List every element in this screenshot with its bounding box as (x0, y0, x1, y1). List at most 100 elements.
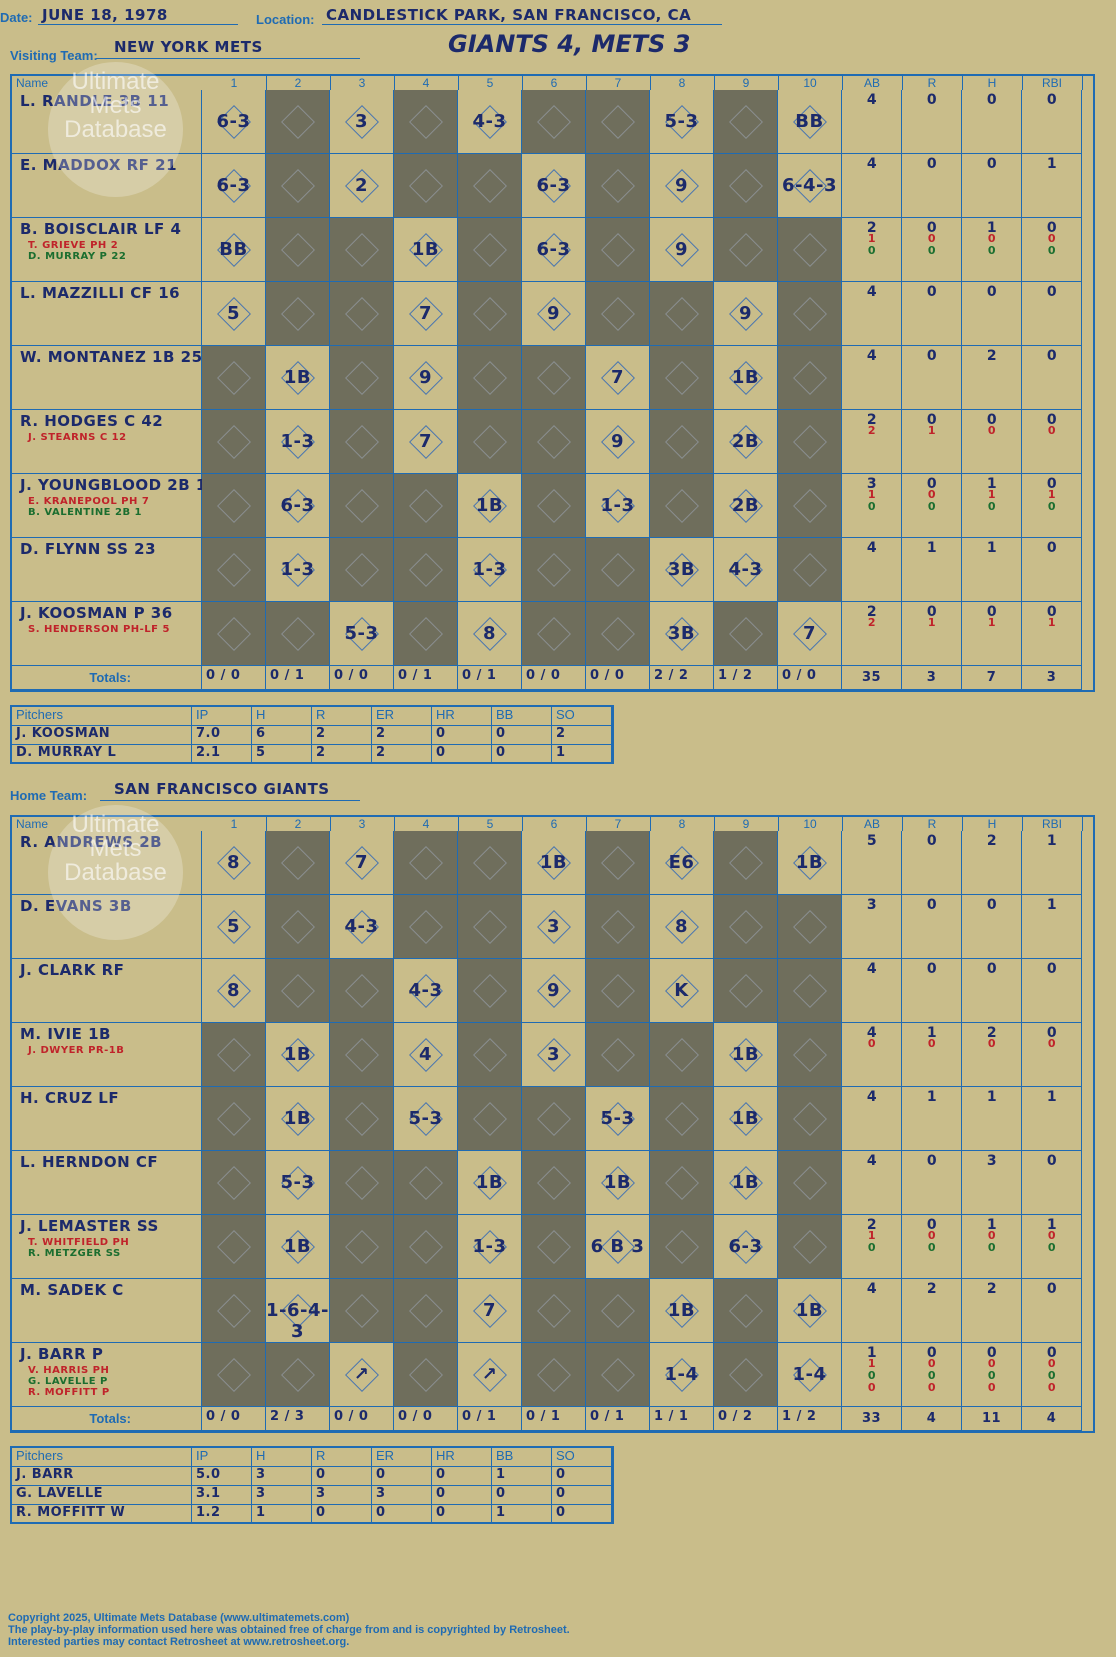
pitcher-col-header: HR (432, 1448, 492, 1467)
game-location: CANDLESTICK PARK, SAN FRANCISCO, CA (326, 6, 692, 24)
home-col-rbi: RBI (1022, 817, 1083, 831)
player-name: J. CLARK RF (20, 961, 125, 979)
visiting-atbat-cell (330, 474, 394, 538)
visiting-stat-cell (1022, 90, 1082, 154)
basepath-diamond (408, 488, 443, 523)
play-result: 6-3 (728, 1235, 763, 1257)
home-atbat-cell: 1-4 (778, 1343, 842, 1407)
play-result: 1B (731, 366, 760, 388)
home-atbat-cell (266, 895, 330, 959)
basepath-diamond (664, 424, 699, 459)
home-stat-cell (842, 1343, 902, 1407)
play-result: 1B (475, 1171, 504, 1193)
play-result: 9 (418, 366, 433, 388)
visiting-pitcher-row: D. MURRAY L 2.1 5 2 2 0 0 1 (12, 745, 612, 764)
play-result: 1-6-4-3 (266, 1299, 329, 1342)
basepath-diamond (280, 296, 315, 331)
home-stat-h: 1 (986, 1089, 998, 1105)
visiting-stat-r: 0 (926, 412, 938, 428)
play-result: 3 (546, 1043, 561, 1065)
home-stat-ab: 1 (866, 1345, 878, 1361)
visiting-player-row: W. MONTANEZ 1B 25 (12, 346, 202, 410)
home-col-inning-3: 3 (330, 817, 395, 831)
play-result: 9 (546, 302, 561, 324)
visiting-atbat-cell: 6-4-3 (778, 154, 842, 218)
basepath-diamond (728, 909, 763, 944)
home-atbat-cell (586, 959, 650, 1023)
home-atbat-cell (266, 1343, 330, 1407)
home-stat-r: 1 (926, 1089, 938, 1105)
visiting-stat-cell (902, 154, 962, 218)
home-stat-r: 0 (927, 1357, 937, 1370)
visiting-stat-cell (1022, 602, 1082, 666)
visiting-atbat-cell (778, 218, 842, 282)
home-inning-total: 0 / 1 (522, 1407, 586, 1431)
home-stat-rbi: 0 (1047, 1381, 1057, 1394)
visiting-stat-rbi: 1 (1046, 156, 1058, 172)
visiting-stat-rbi: 0 (1046, 284, 1058, 300)
home-stat-rbi: 0 (1047, 1241, 1057, 1254)
footer-copyright: Copyright 2025, Ultimate Mets Database (… (8, 1612, 350, 1624)
visiting-stat-h: 0 (987, 244, 997, 257)
play-result: 8 (226, 979, 241, 1001)
play-result: 1B (795, 1299, 824, 1321)
basepath-diamond (792, 973, 827, 1008)
visiting-stat-r: 0 (926, 92, 938, 108)
basepath-diamond (472, 973, 507, 1008)
visiting-atbat-cell (458, 282, 522, 346)
visiting-atbat-cell (778, 346, 842, 410)
visiting-atbat-cell (586, 538, 650, 602)
home-atbat-cell: 5 (202, 895, 266, 959)
home-stat-cell (902, 959, 962, 1023)
home-atbat-cell (586, 831, 650, 895)
home-stat-h: 2 (986, 1281, 998, 1297)
home-stat-h: 0 (987, 1357, 997, 1370)
player-name: W. MONTANEZ 1B 25 (20, 348, 203, 366)
visiting-atbat-cell: 7 (778, 602, 842, 666)
visiting-atbat-cell: 4-3 (458, 90, 522, 154)
player-name: B. BOISCLAIR LF 4 (20, 220, 182, 238)
footer: Copyright 2025, Ultimate Mets Database (… (8, 1612, 570, 1648)
play-result: K (674, 979, 689, 1001)
substitute-name: T. WHITFIELD PH (28, 1237, 130, 1248)
basepath-diamond (472, 424, 507, 459)
play-result: 6-4-3 (781, 174, 837, 196)
visiting-atbat-cell: 2B (714, 474, 778, 538)
pitcher-stat: 0 (492, 726, 552, 745)
home-atbat-cell: 4-3 (330, 895, 394, 959)
visiting-atbat-cell (714, 90, 778, 154)
home-atbat-cell (778, 1087, 842, 1151)
home-atbat-cell: 3 (522, 895, 586, 959)
visiting-atbat-cell: 5-3 (330, 602, 394, 666)
basepath-diamond (792, 1101, 827, 1136)
play-result: 6-3 (536, 174, 571, 196)
home-stat-r: 0 (927, 1381, 937, 1394)
basepath-diamond (792, 1229, 827, 1264)
substitute-name: D. MURRAY P 22 (28, 251, 127, 262)
home-pitcher-row: R. MOFFITT W 1.2 1 0 0 0 1 0 (12, 1505, 612, 1524)
home-atbat-cell (458, 1087, 522, 1151)
home-atbat-cell: 1B (266, 1023, 330, 1087)
watermark-logo-home: Ultimate Mets Database (48, 805, 183, 940)
basepath-diamond (216, 1165, 251, 1200)
home-stat-cell (1022, 1151, 1082, 1215)
home-atbat-cell: 6-3 (714, 1215, 778, 1279)
visiting-col-r: R (902, 76, 963, 90)
visiting-atbat-cell: 4-3 (714, 538, 778, 602)
basepath-diamond (536, 1165, 571, 1200)
home-atbat-cell (650, 1087, 714, 1151)
home-atbat-cell (458, 895, 522, 959)
basepath-diamond (536, 1293, 571, 1328)
play-result: ↗ (353, 1363, 370, 1385)
visiting-stat-cell (1022, 154, 1082, 218)
play-result: 6-3 (216, 110, 251, 132)
basepath-diamond (600, 1037, 635, 1072)
visiting-atbat-cell (586, 90, 650, 154)
home-atbat-cell (394, 1343, 458, 1407)
play-result: 1B (411, 238, 440, 260)
visiting-pitcher-row: J. KOOSMAN 7.0 6 2 2 0 0 2 (12, 726, 612, 745)
basepath-diamond (408, 1293, 443, 1328)
player-name: L. RANDLE 3B 11 (20, 92, 170, 110)
substitute-name: S. HENDERSON PH-LF 5 (28, 624, 170, 635)
play-result: 1-3 (600, 494, 635, 516)
